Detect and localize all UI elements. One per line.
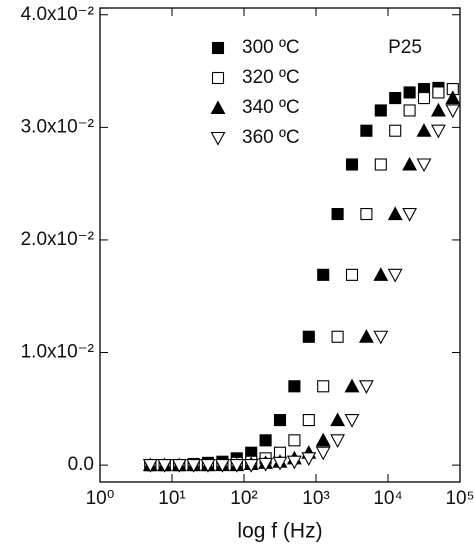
marker: [360, 124, 373, 137]
marker: [345, 158, 359, 171]
legend-label: 360 ºC: [242, 127, 300, 148]
y-tick-label: 0.0: [68, 454, 94, 475]
marker: [302, 414, 315, 427]
y-tick-label: 2.0x10⁻²: [21, 229, 94, 250]
marker: [142, 459, 158, 473]
marker: [403, 86, 416, 99]
marker: [288, 380, 301, 393]
plot-frame: [99, 7, 461, 483]
marker: [259, 434, 272, 447]
marker: [430, 102, 446, 117]
marker: [229, 459, 245, 473]
marker: [272, 456, 288, 471]
x-tick-label: 10²: [230, 488, 257, 509]
legend-marker: [210, 100, 226, 115]
x-tick-label: 10¹: [158, 488, 185, 509]
legend-label: 300 ºC: [242, 37, 300, 58]
marker: [403, 104, 416, 117]
marker: [157, 459, 173, 473]
marker: [389, 124, 402, 137]
marker: [389, 92, 402, 105]
marker: [344, 378, 360, 393]
marker: [317, 380, 330, 393]
marker: [317, 268, 330, 281]
marker: [373, 267, 389, 281]
marker: [360, 207, 373, 221]
marker: [273, 414, 287, 427]
marker: [374, 104, 387, 117]
legend-marker: [210, 131, 226, 146]
marker: [171, 459, 187, 473]
y-tick-label: 1.0x10⁻²: [21, 342, 94, 363]
marker: [330, 434, 346, 448]
x-tick-label: 10³: [302, 488, 329, 509]
marker: [416, 158, 432, 173]
y-tick-label: 4.0x10⁻²: [21, 4, 94, 25]
marker: [402, 156, 418, 171]
marker: [417, 92, 431, 105]
marker: [432, 86, 445, 99]
marker: [200, 459, 216, 473]
marker: [331, 207, 344, 221]
marker: [315, 446, 331, 461]
marker: [445, 104, 461, 119]
marker: [430, 124, 446, 139]
marker: [445, 90, 461, 105]
marker: [331, 330, 344, 343]
legend-label: 340 ºC: [242, 97, 300, 118]
marker: [345, 268, 359, 281]
marker: [286, 455, 302, 470]
marker: [358, 380, 374, 394]
marker: [387, 268, 403, 283]
marker: [301, 452, 317, 467]
marker: [402, 207, 418, 222]
marker: [243, 459, 259, 473]
marker: [186, 459, 202, 473]
marker: [387, 206, 403, 221]
y-tick-label: 3.0x10⁻²: [21, 116, 94, 137]
marker: [374, 158, 387, 171]
legend-marker: [211, 71, 225, 85]
marker: [344, 414, 360, 428]
x-tick-label: 10⁵: [445, 488, 474, 509]
marker: [315, 432, 331, 447]
marker: [214, 459, 230, 473]
annotation: P25: [388, 37, 422, 58]
x-tick-label: 10⁴: [373, 488, 402, 509]
marker: [416, 123, 432, 137]
legend-marker: [211, 41, 225, 55]
legend-label: 320 ºC: [242, 67, 300, 88]
marker: [358, 329, 374, 343]
x-axis-label: log f (Hz): [237, 520, 322, 543]
marker: [288, 434, 301, 447]
marker: [302, 330, 315, 343]
x-tick-label: 10⁰: [86, 488, 115, 509]
marker: [330, 412, 346, 427]
marker: [258, 457, 274, 472]
marker: [373, 330, 389, 345]
